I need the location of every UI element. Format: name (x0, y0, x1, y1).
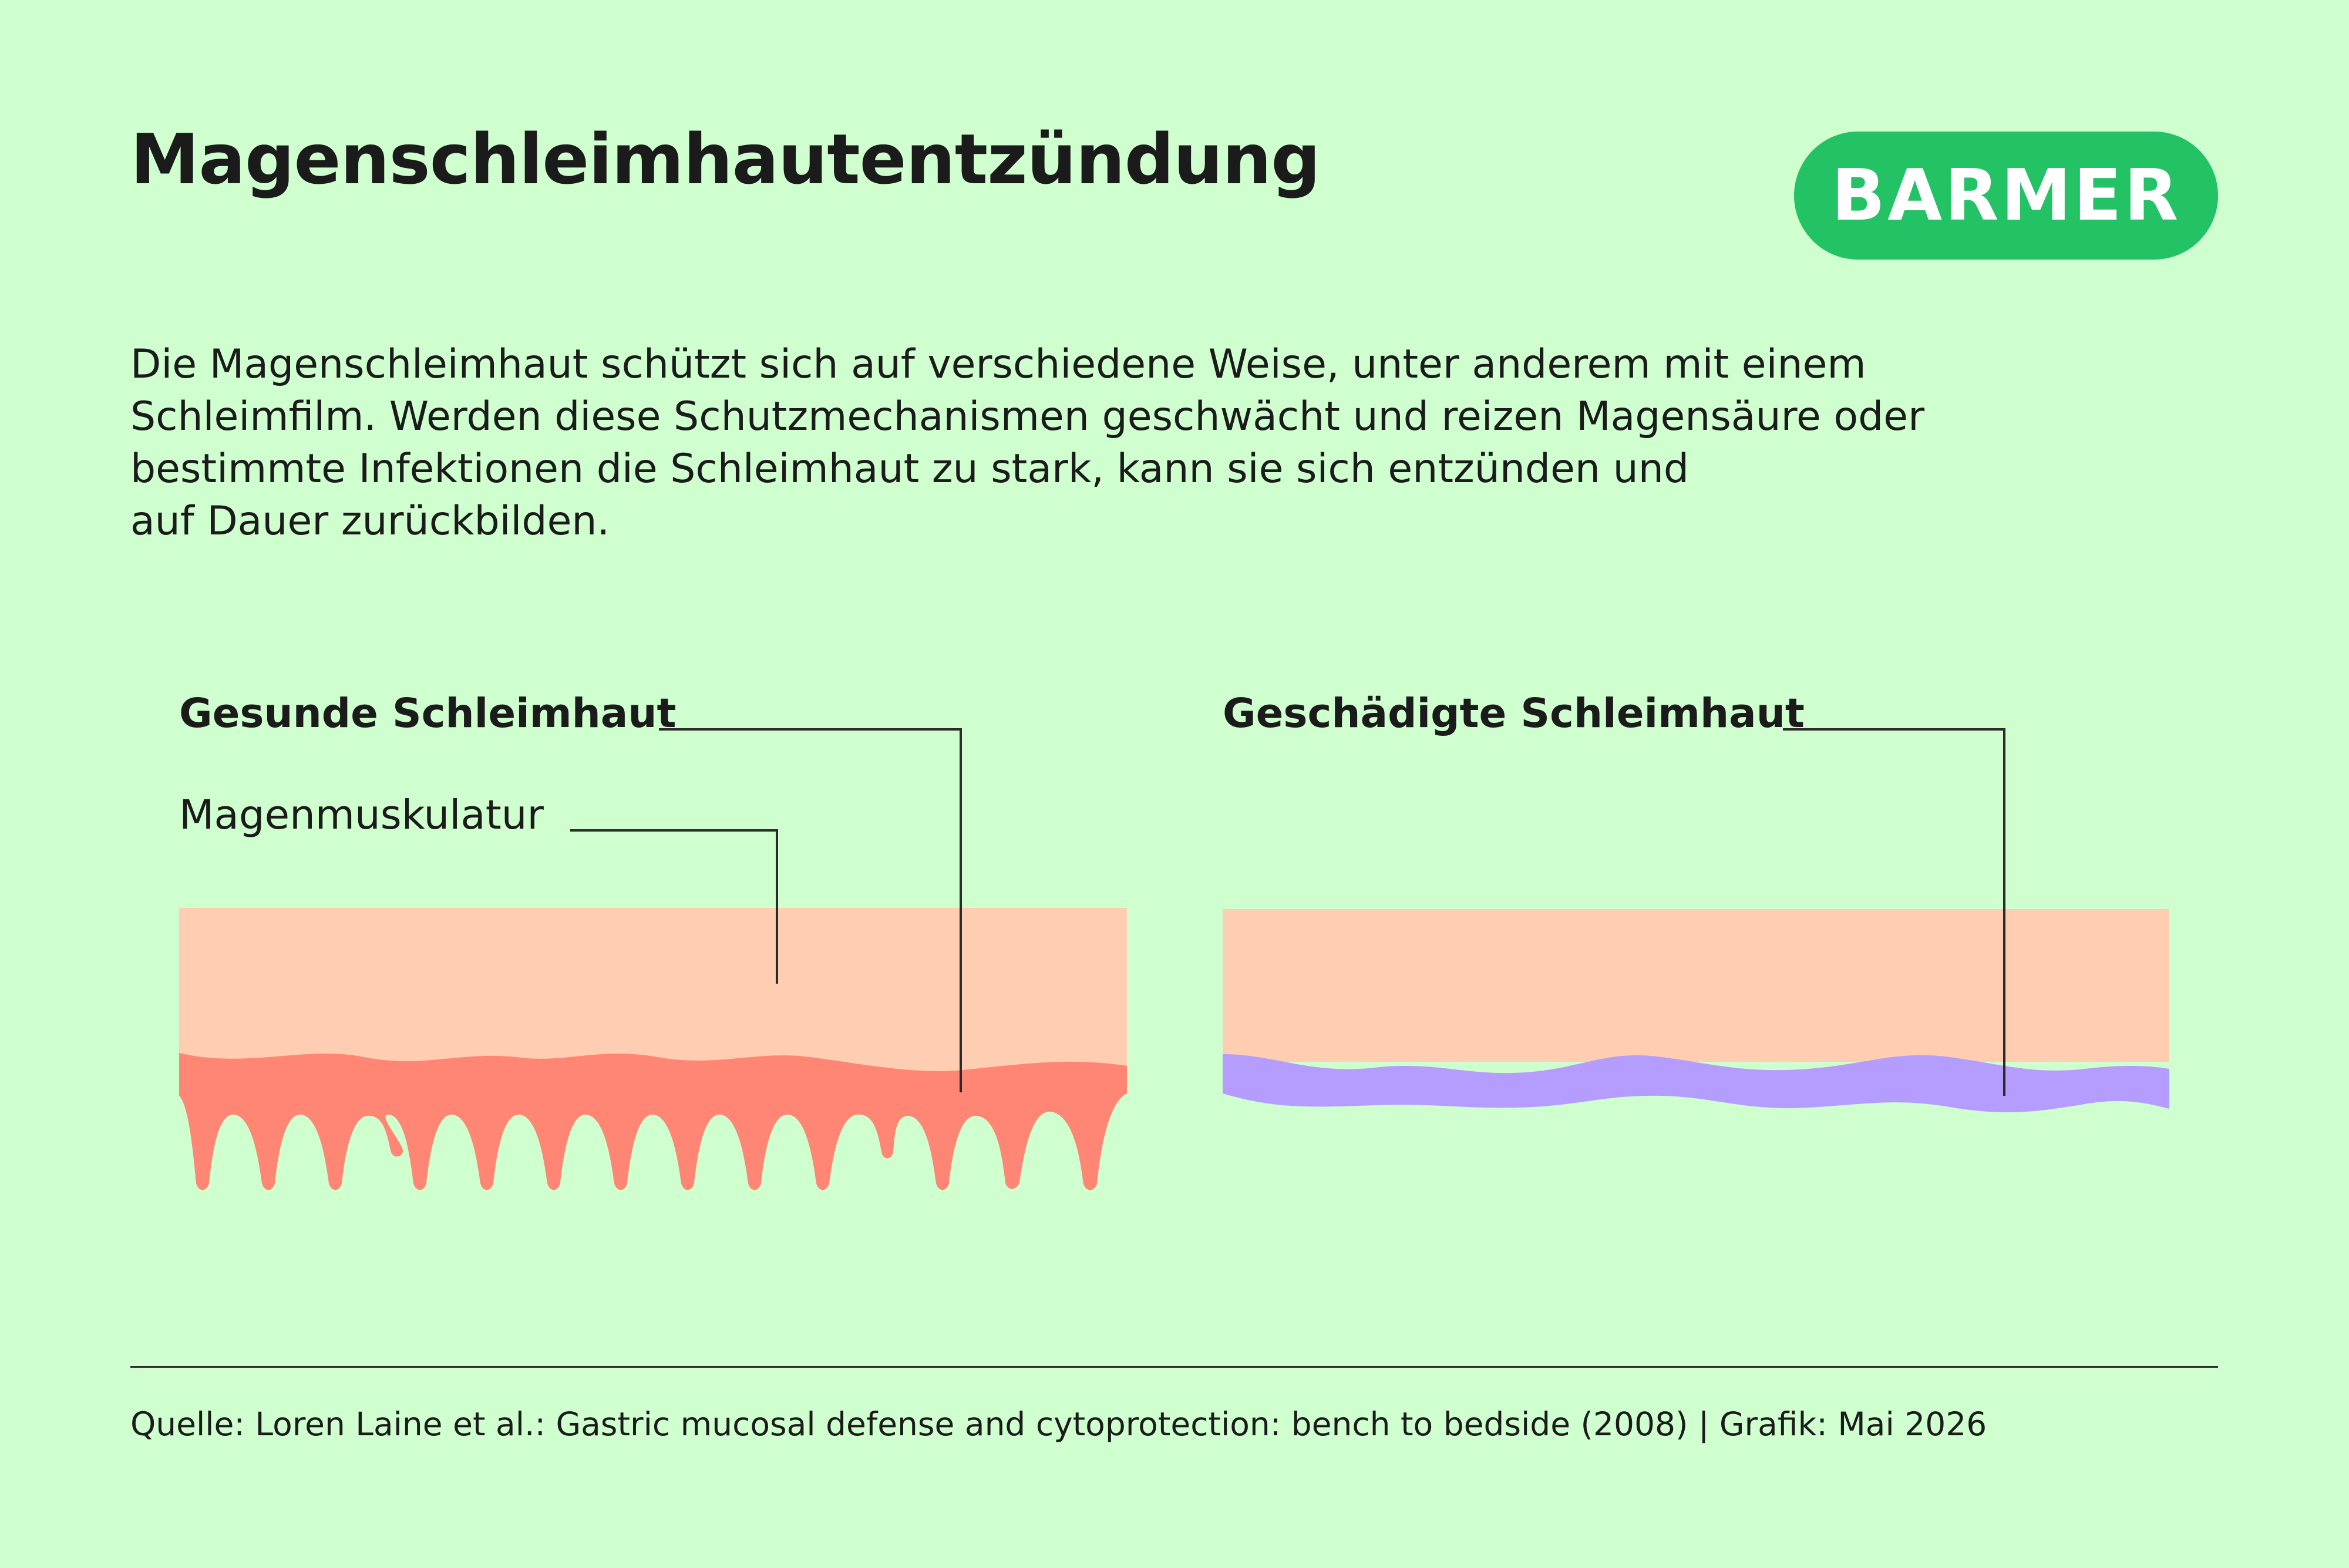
intro-line: Schleimfilm. Werden diese Schutzmechanis… (130, 393, 1925, 440)
healthy-mucosa-label: Gesunde Schleimhaut (179, 690, 677, 737)
healthy-mucosa-layer (179, 1053, 1127, 1190)
healthy-mucosa-leader-line (659, 728, 962, 1092)
intro-text: Die Magenschleimhaut schützt sich auf ve… (130, 338, 2127, 547)
source-note: Quelle: Loren Laine et al.: Gastric muco… (130, 1405, 1987, 1443)
logo-text: BARMER (1831, 154, 2181, 237)
page-title: Magenschleimhautentzündung (130, 119, 1321, 200)
damaged-mucosa-layer (1223, 1054, 2169, 1113)
damaged-mucosa-label: Geschädigte Schleimhaut (1223, 690, 1805, 737)
healthy-muscle-layer (179, 908, 1127, 1078)
footer-divider (130, 1366, 2218, 1368)
intro-line: auf Dauer zurückbilden. (130, 498, 610, 544)
damaged-muscle-layer (1223, 909, 2169, 1062)
intro-line: bestimmte Infektionen die Schleimhaut zu… (130, 446, 1689, 492)
barmer-logo: BARMER (1794, 132, 2218, 260)
muscle-leader-line (570, 829, 778, 984)
damaged-mucosa-leader-line (1783, 728, 2005, 1096)
intro-line: Die Magenschleimhaut schützt sich auf ve… (130, 341, 1866, 388)
muscle-label: Magenmuskulatur (179, 792, 544, 839)
